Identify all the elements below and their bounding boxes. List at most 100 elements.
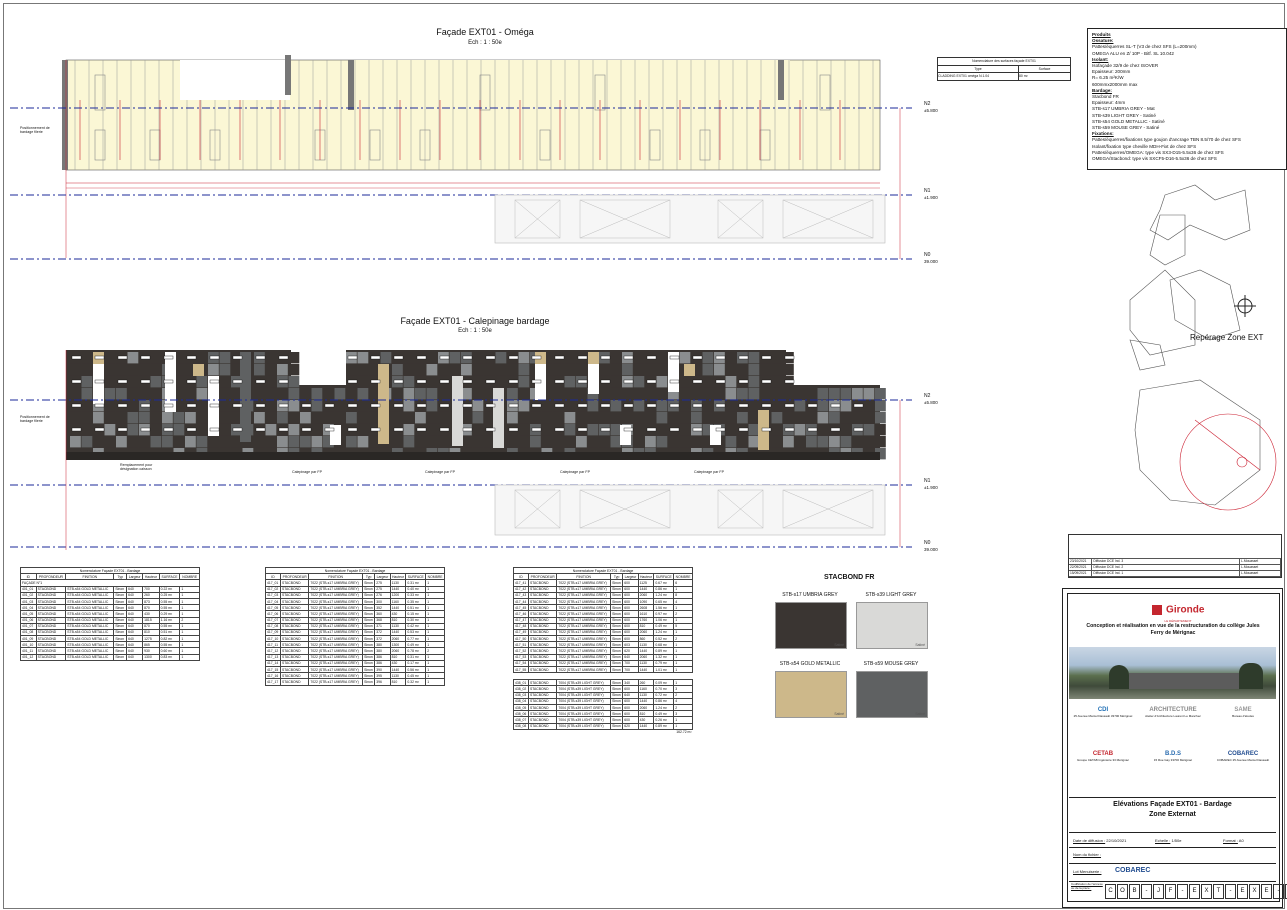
calepinage-elevation	[66, 350, 886, 460]
revision-desc: Diffusion DCE Ind. 3	[1092, 559, 1241, 564]
swatch-finish: Satiné	[834, 643, 844, 647]
drawing-zone: Zone Externat	[1149, 811, 1196, 818]
color-swatch: Satiné	[856, 671, 928, 718]
gironde-logo: Gironde LE DÉPARTEMENT	[1138, 601, 1218, 623]
date-value: 22/10/2021	[1106, 838, 1127, 843]
legend-produits: Produits	[1092, 32, 1111, 37]
table-row: 417_45 STACBOND 7022 (STB-s17 UMBRIA GREY)…	[513, 604, 693, 612]
surface-row-surface: 80 m²	[1019, 74, 1028, 78]
code-cell: E	[1261, 884, 1272, 899]
annotation-calepinage-3: Calepinage par FP	[560, 470, 590, 474]
legend-iso-item-1: Isofaçade 32/9 de chez ISOVER	[1092, 63, 1159, 69]
partner-logo: CDI 25 Avenue Marcel Dassault 33700 Mérig…	[1073, 707, 1133, 719]
code-cell: B	[1285, 884, 1287, 899]
table-cell: 1	[179, 653, 200, 661]
format-label: Format :	[1223, 838, 1238, 843]
revision-row: 15/09/2021 Diffusion DCE Ind. 1 L.Mouasset	[1069, 571, 1281, 577]
table-cell: 1.01 m²	[653, 665, 675, 674]
code-cell: -	[1177, 884, 1188, 899]
code-cell: B	[1129, 884, 1140, 899]
table-cell: 1	[673, 665, 693, 674]
partner-logo: CETAB Groupe CETAB Ingénierie 33 Mérignac	[1073, 751, 1133, 763]
bom-table-1: Nomenclature Façade EXT01 - Bardage ID PRO…	[20, 566, 200, 661]
table-cell: 700	[622, 665, 639, 674]
code-cells: COB-JF-EXT-EXE-BA	[1105, 884, 1287, 899]
north-symbol	[1234, 295, 1256, 317]
code-cell: J	[1153, 884, 1164, 899]
title-block: Gironde LE DÉPARTEMENT Conception et réa…	[1062, 588, 1287, 908]
drawing-title: Elévations Façade EXT01 - Bardage	[1113, 801, 1232, 808]
products-legend: Produits Ossature: Pattes/équerres SL-T …	[1087, 28, 1287, 170]
lot-label: Lot Menuiserie :	[1073, 869, 1102, 874]
swatch-label: STB-s59 MOUSE GREY	[863, 661, 919, 667]
revision-by: L.Mouasset	[1240, 559, 1281, 564]
table-cell: Sinon	[362, 678, 376, 686]
table-cell: 620	[622, 722, 639, 730]
table-cell: 0.83 m²	[158, 653, 181, 661]
table-cell: STACBOND	[35, 653, 67, 661]
legend-bar-item-5: STB-s54 GOLD METALLIC - Satiné	[1092, 118, 1165, 124]
table-row: 401_01 STACBOND STB-s54 GOLD METALLIC Sinon…	[20, 585, 200, 593]
table-cell: Sinon	[113, 653, 128, 661]
code-cell: X	[1249, 884, 1260, 899]
partner-name: CDI	[1097, 707, 1109, 713]
project-photo	[1069, 647, 1276, 699]
code-cell: E	[1189, 884, 1200, 899]
color-swatch: Satiné	[775, 671, 847, 718]
table-row: 417_11 STACBOND 7022 (STB-s17 UMBRIA GREY)…	[265, 641, 445, 649]
table-row: 438_05 STACBOND 7004 (STB-s39 LIGHT GREY) S…	[513, 703, 693, 712]
color-swatch: Satiné	[856, 602, 928, 649]
location-plan	[1129, 184, 1277, 511]
code-cell: F	[1165, 884, 1176, 899]
table-cell: 0.89 m²	[653, 722, 675, 730]
level-n2-value-2: ±5.800	[924, 400, 938, 405]
revision-date: 23/10/2021	[1069, 559, 1093, 564]
table-cell: STACBOND	[279, 678, 310, 686]
partner-address: 25 Avenue Marcel Dassault 33700 Mérignac	[1073, 714, 1133, 718]
partner-name: B.D.S	[1164, 751, 1181, 757]
legend-fix-item-1: Pattes/équerres/fixations type goujon d'…	[1092, 137, 1241, 143]
revision-desc: Diffusion DCE Ind. 1	[1092, 571, 1241, 576]
legend-fix-item-3: Pattes/équerres/OMEGA: type vis SX3-D15-…	[1092, 149, 1224, 155]
surface-nomenclature-title: Nomenclature des surfaces façade EXT01	[938, 58, 1070, 66]
partner-address: COBAREC 25 Avenue Marcel Dassault	[1216, 758, 1270, 762]
code-cell: T	[1213, 884, 1224, 899]
table-cell: 7022 (STB-s17 UMBRIA GREY)	[308, 678, 364, 686]
level-n0-value-2: 39.000	[924, 547, 938, 552]
legend-iso-item-2: Epaisseur: 200mm	[1092, 69, 1131, 75]
annotation-calepinage-1: Calepinage par FP	[292, 470, 322, 474]
legend-bar-item-1: Stacbond FR	[1092, 94, 1119, 100]
elevation-omega-title: Façade EXT01 - Oméga	[436, 27, 534, 37]
table-row: 401_02 STACBOND STB-s54 GOLD METALLIC Sinon…	[20, 591, 200, 599]
legend-bardage: Bardage:	[1092, 87, 1112, 93]
legend-oss-item-2: OMEGA ALU en Z/ 10P - Bitf. SL 10.042	[1092, 50, 1174, 56]
partner-name: COBAREC	[1227, 751, 1259, 757]
bom-table-3: Nomenclature Façade EXT01 - Bardage ID PRO…	[513, 566, 693, 735]
annotation-calepinage-2: Calepinage par FP	[425, 470, 455, 474]
table-row: 401_07 STACBOND STB-s54 GOLD METALLIC Sinon…	[20, 622, 200, 630]
legend-fix-item-2: Isolant/fixation type cheville MDH-Fixt …	[1092, 143, 1197, 149]
annotation-calepinage-4: Calepinage par FP	[694, 470, 724, 474]
swatch-label: STB-s17 UMBRIA GREY	[782, 592, 838, 598]
table-row: 401_12 STACBOND STB-s54 GOLD METALLIC Sinon…	[20, 653, 200, 661]
echelle-label: Echelle :	[1155, 838, 1171, 843]
table-cell: STACBOND	[527, 722, 558, 730]
table-row: 401_11 STACBOND STB-s54 GOLD METALLIC Sinon…	[20, 647, 200, 655]
legend-bar-item-2: Epaisseur: 4mm	[1092, 100, 1126, 106]
table-row: 417_17 STACBOND 7022 (STB-s17 UMBRIA GREY)…	[265, 678, 445, 686]
table-cell: 640	[126, 653, 144, 661]
partner-address: Bureau d'études	[1232, 714, 1254, 718]
echelle-value: 1/50e	[1171, 838, 1182, 843]
table-row: 438_08 STACBOND 7004 (STB-s39 LIGHT GREY) S…	[513, 722, 693, 730]
table-cell: STACBOND	[527, 665, 558, 674]
revision-date: 15/09/2021	[1069, 571, 1093, 576]
revision-date: 22/09/2021	[1069, 565, 1093, 570]
table-row: 401_05 STACBOND STB-s54 GOLD METALLIC Sinon…	[20, 610, 200, 618]
gironde-brand-sub: LE DÉPARTEMENT	[1164, 619, 1192, 623]
table-cell: 1	[425, 678, 445, 686]
partner-address: Groupe CETAB Ingénierie 33 Mérignac	[1077, 758, 1129, 762]
bom-total: 162.72 m²	[676, 730, 692, 735]
level-n1-label-2: N1	[924, 478, 931, 484]
table-cell: 1300	[142, 653, 160, 661]
legend-iso-item-4: 600mmx2000mm max	[1092, 81, 1138, 87]
